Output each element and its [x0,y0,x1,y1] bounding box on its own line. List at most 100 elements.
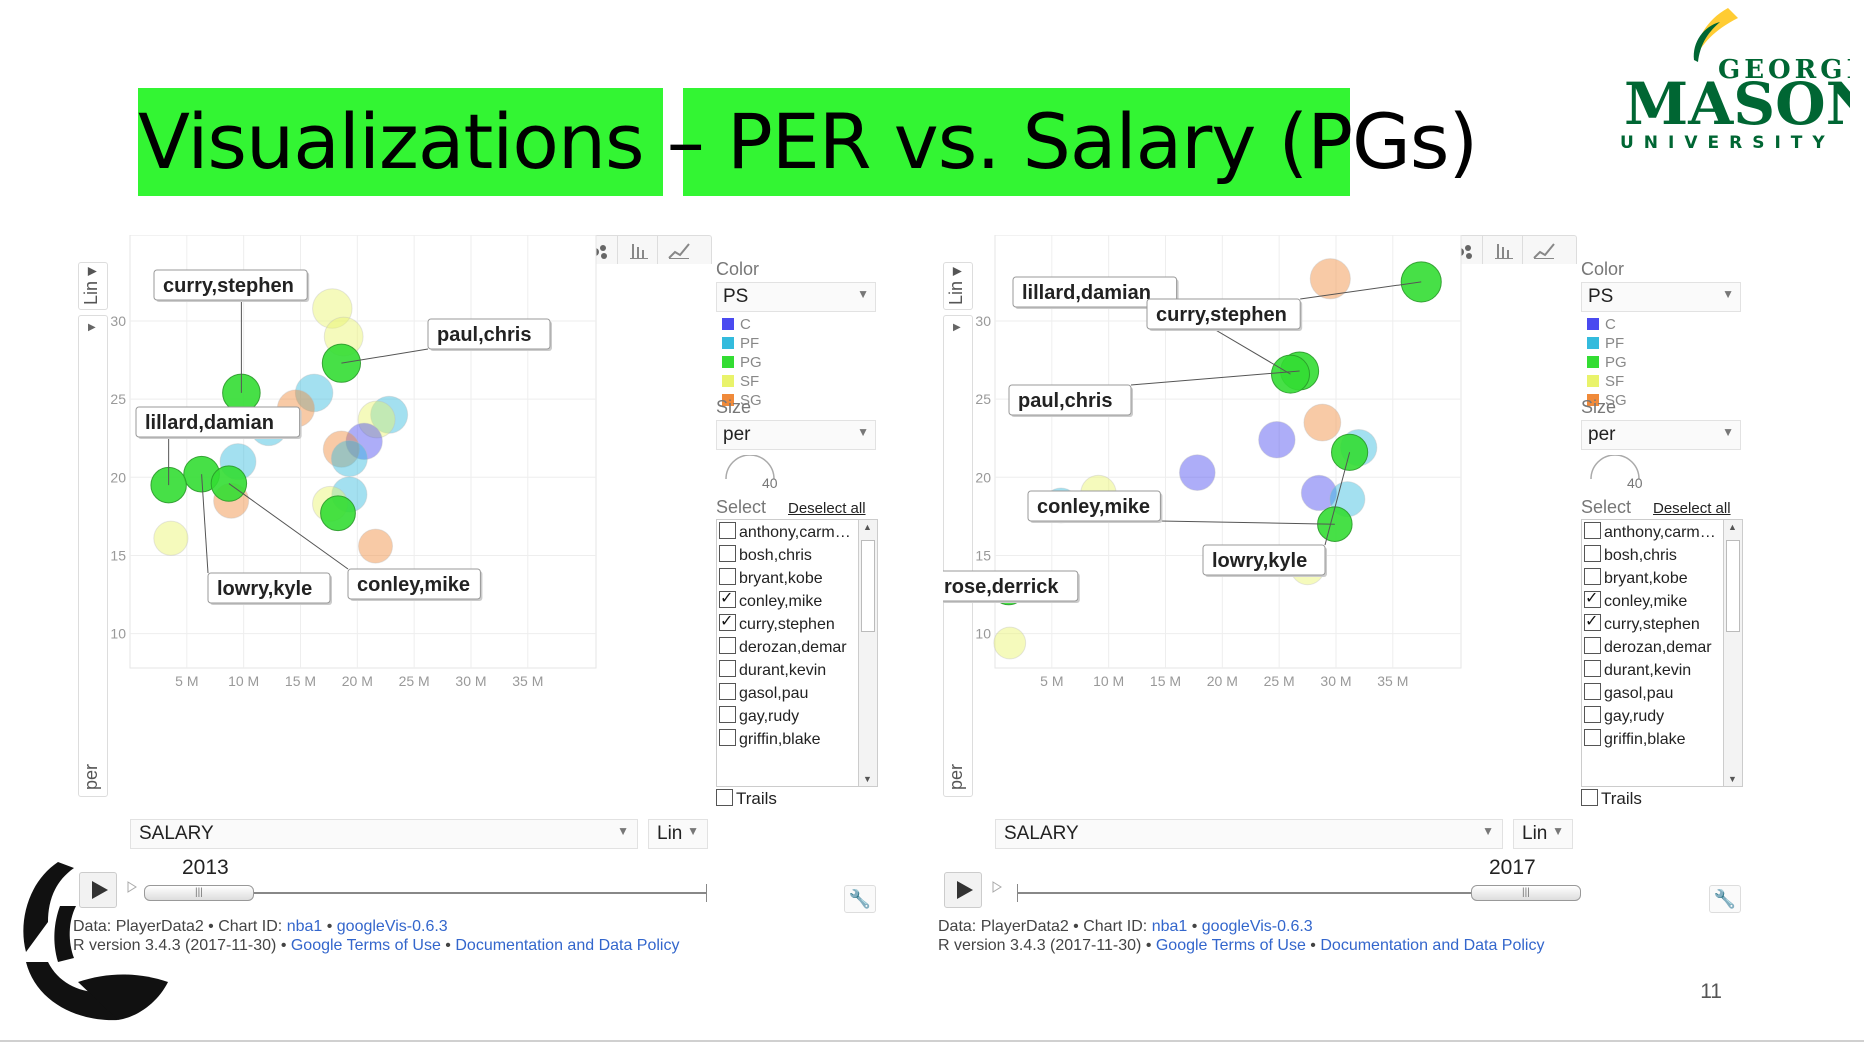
terms-link[interactable]: Google Terms of Use [290,937,441,954]
callout-box[interactable] [1008,384,1132,416]
bubble-c[interactable] [1178,454,1216,491]
list-item[interactable]: derozan,demar [1584,637,1712,657]
line-chart-tab[interactable] [1526,236,1562,264]
chart-id-link[interactable]: nba1 [1151,918,1188,935]
list-item[interactable]: conley,mike [1584,588,1687,611]
list-item[interactable]: durant,kevin [719,660,826,680]
x-scale-dropdown[interactable]: Lin ▼ [1513,819,1573,849]
list-item[interactable]: gay,rudy [1584,706,1664,726]
list-item[interactable]: gasol,pau [719,683,808,703]
list-item[interactable]: curry,stephen [719,611,835,634]
scroll-down-icon[interactable]: ▼ [863,774,872,784]
docs-link[interactable]: Documentation and Data Policy [455,937,680,954]
size-dropdown[interactable]: per ▼ [716,420,876,450]
trails-toggle[interactable]: Trails [1581,789,1642,809]
list-item[interactable]: gasol,pau [1584,683,1673,703]
terms-link[interactable]: Google Terms of Use [1155,937,1306,954]
scroll-thumb[interactable] [861,540,875,632]
deselect-all-link[interactable]: Deselect all [1653,500,1731,517]
list-item-checkbox[interactable] [719,637,736,654]
callout-box[interactable] [1146,298,1301,330]
list-item-checkbox[interactable] [719,568,736,585]
bubble-c[interactable] [345,422,383,461]
list-item[interactable]: griffin,blake [719,729,821,749]
time-slider-track[interactable] [1017,892,1571,894]
list-item-checkbox[interactable] [719,706,736,723]
x-scale-dropdown[interactable]: Lin ▼ [648,819,708,849]
callout-box[interactable] [207,572,331,604]
callout-box[interactable] [1027,490,1161,522]
wrench-icon[interactable]: 🔧 [1709,885,1741,913]
scroll-down-icon[interactable]: ▼ [1728,774,1737,784]
docs-link[interactable]: Documentation and Data Policy [1320,937,1545,954]
trails-toggle[interactable]: Trails [716,789,777,809]
callout-box[interactable] [427,318,551,350]
color-dropdown[interactable]: PS ▼ [716,282,876,312]
list-item[interactable]: bosh,chris [1584,545,1677,565]
bubble-plot[interactable]: 5 M 10 M 15 M 20 M 25 M 30 M 35 M 10 15 20 25 30 cur… [78,235,718,835]
list-item[interactable]: bryant,kobe [1584,568,1688,588]
list-scrollbar[interactable]: ▲ ▼ [1723,520,1742,786]
bubble-pf[interactable] [370,395,409,434]
bubble-sg[interactable] [1309,258,1351,300]
callout-box[interactable] [1012,276,1178,308]
list-item-checkbox[interactable] [1584,522,1601,539]
bubble-sf[interactable] [312,288,353,329]
chart-id-link[interactable]: nba1 [286,918,323,935]
list-item-checkbox[interactable] [1584,545,1601,562]
y-axis-selector[interactable]: ▶ per [78,315,108,797]
list-item-checkbox[interactable] [719,611,736,631]
scroll-up-icon[interactable]: ▲ [863,522,872,532]
list-item-checkbox[interactable] [1584,660,1601,677]
bubble-sg[interactable] [1303,403,1342,442]
list-item[interactable]: conley,mike [719,588,822,611]
size-dropdown[interactable]: per ▼ [1581,420,1741,450]
callout-box[interactable] [1202,544,1326,576]
callout-box[interactable] [135,406,301,438]
bubble-pg[interactable] [321,343,362,383]
list-item[interactable]: derozan,demar [719,637,847,657]
time-slider-track[interactable] [152,892,706,894]
list-item-checkbox[interactable] [1584,611,1601,631]
list-item-checkbox[interactable] [719,683,736,700]
list-item-checkbox[interactable] [1584,729,1601,746]
bubble-c[interactable] [1258,421,1296,459]
list-item[interactable]: bryant,kobe [719,568,823,588]
list-item[interactable]: curry,stephen [1584,611,1700,634]
list-item-checkbox[interactable] [719,545,736,562]
bar-chart-tab[interactable] [1486,236,1523,264]
bubble-sf[interactable] [153,520,189,556]
bubble-pf[interactable] [294,373,334,413]
googlevis-link[interactable]: googleVis-0.6.3 [1201,918,1313,935]
speed-icon[interactable] [126,880,138,894]
y-axis-selector[interactable]: ▶ per [943,315,973,797]
trails-checkbox[interactable] [1581,789,1598,806]
list-item[interactable]: bosh,chris [719,545,812,565]
callout-box[interactable] [943,570,1079,602]
x-axis-dropdown[interactable]: SALARY ▼ [130,819,638,849]
list-item[interactable]: anthony,carm… [1584,522,1716,542]
bubble-c[interactable] [1300,474,1338,512]
bar-chart-tab[interactable] [621,236,658,264]
time-slider-handle[interactable]: ||| [1471,885,1581,901]
bubble-plot[interactable]: 5 M 10 M 15 M 20 M 25 M 30 M 35 M 10 15 20 25 30 lil… [943,235,1583,835]
bubble-pg[interactable] [320,495,356,532]
entity-select-list[interactable]: griffin,blake gay,rudy gasol,pau durant,kev… [716,519,878,787]
list-item-checkbox[interactable] [1584,683,1601,700]
list-item-checkbox[interactable] [1584,588,1601,608]
list-scrollbar[interactable]: ▲ ▼ [858,520,877,786]
wrench-icon[interactable]: 🔧 [844,885,876,913]
list-item-checkbox[interactable] [719,660,736,677]
time-slider-handle[interactable]: ||| [144,885,254,901]
bubble-sg[interactable] [322,430,361,468]
list-item[interactable]: gay,rudy [719,706,799,726]
color-dropdown[interactable]: PS ▼ [1581,282,1741,312]
scroll-thumb[interactable] [1726,540,1740,632]
bubble-pf[interactable] [330,440,368,478]
list-item-checkbox[interactable] [1584,706,1601,723]
list-item-checkbox[interactable] [719,588,736,608]
list-item-checkbox[interactable] [719,729,736,746]
list-item-checkbox[interactable] [719,522,736,539]
bubble-sf[interactable] [993,626,1027,660]
trails-checkbox[interactable] [716,789,733,806]
